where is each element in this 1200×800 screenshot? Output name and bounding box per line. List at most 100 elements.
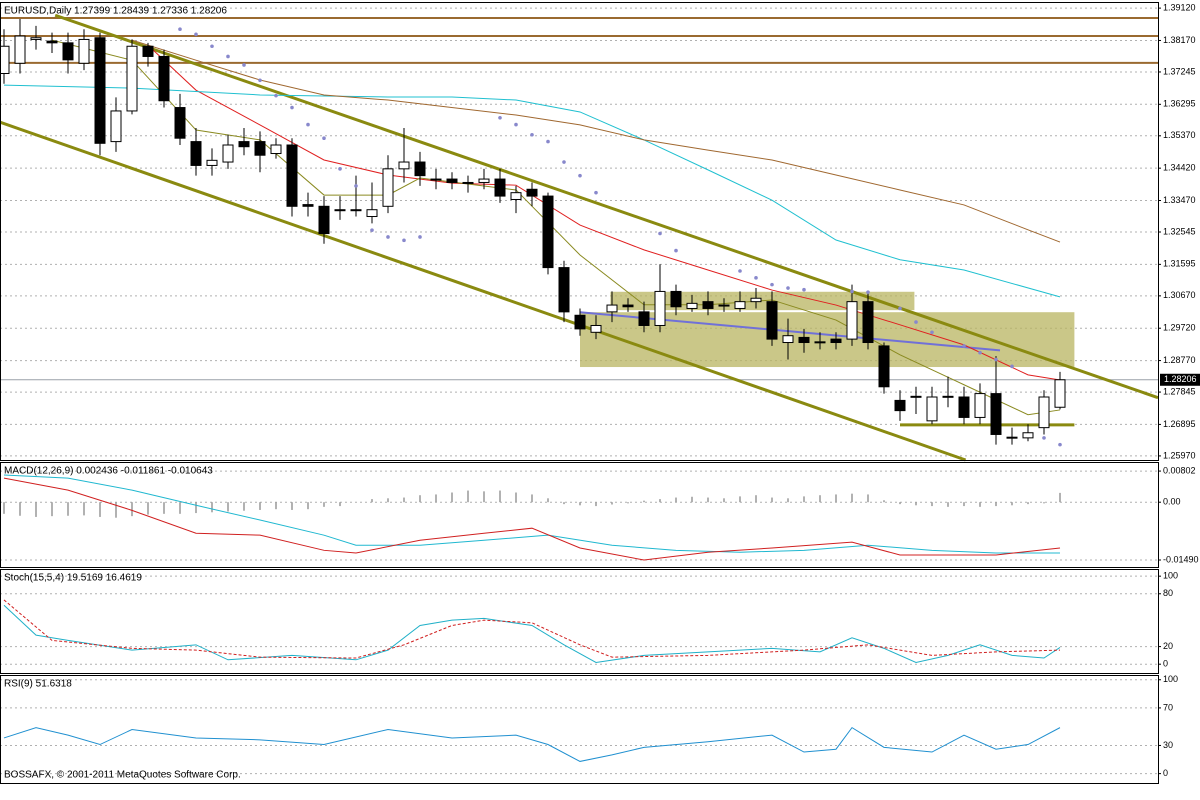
sar-dot [546,139,550,144]
sar-dot [962,344,966,348]
candle-body [494,178,506,197]
sar-dot [498,115,502,120]
candle-body [238,141,250,148]
trend-line [54,13,1159,400]
candle-body [174,107,186,139]
candle-body [254,141,266,156]
y-tick-label: 1.25970 [1163,450,1196,460]
y-tick-label: 1.33470 [1163,195,1196,205]
candle-body [606,304,618,313]
y-tick-label: 80 [1163,588,1173,598]
sar-dot [242,63,246,67]
y-tick-label: 20 [1163,641,1173,651]
sar-dot [738,269,742,273]
sar-dot [322,136,326,140]
candle-body [702,301,714,309]
candle-body [718,304,730,307]
candle-body [510,192,522,200]
y-tick-label: 1.31595 [1163,259,1196,269]
sar-dot [674,248,678,253]
candle-body [622,304,634,308]
sar-dot [850,289,854,294]
candle-body [30,37,42,40]
sar-dot [978,350,982,355]
sar-dot [754,276,758,280]
y-tick-label: 1.30670 [1163,290,1196,300]
candle-body [78,38,90,64]
candle-body [654,290,666,326]
candle-body [334,209,346,212]
candle-body [158,55,170,102]
y-tick-label: 100 [1163,571,1178,581]
sar-dot [578,173,582,178]
candle-body [0,45,10,74]
stoch-line [3,604,1061,663]
macd-line [3,474,1060,554]
candle-body [318,205,330,235]
candle-body [542,195,554,269]
y-tick-label: 1.37245 [1163,66,1196,76]
candle-body [446,178,458,183]
sar-dot [594,190,598,195]
candle-body [1022,432,1034,439]
grid-layer [0,7,1158,775]
y-tick-label: 1.26895 [1163,419,1196,429]
candle-body [430,178,442,181]
y-tick-label: 0.00 [1163,497,1181,507]
candle-body [846,301,858,340]
sar-dot [418,235,422,239]
candle-body [750,297,762,303]
y-tick-label: 1.38170 [1163,35,1196,45]
last-price-tag [1160,373,1200,386]
candle-body [558,267,570,313]
sar-dot [178,27,182,32]
panel-title: RSI(9) 51.6318 [4,679,72,690]
candle-body [638,311,650,326]
y-tick-label: -0.01490 [1163,554,1199,564]
marks-layer [0,19,1066,762]
candle-body [766,301,778,340]
candle-body [686,302,698,309]
sar-dot [930,330,934,335]
candle-body [302,204,314,207]
zone [580,312,1075,368]
candle-body [1038,396,1050,429]
y-tick-label: 0 [1163,659,1168,669]
candle-body [894,399,906,412]
candle-body [350,209,362,212]
sar-dot [786,286,790,290]
candle-body [670,290,682,308]
candle-body [926,396,938,422]
candle-body [414,161,426,177]
sar-dot [226,54,230,59]
candle-body [94,37,106,144]
candle-body [878,345,890,388]
candle-body [974,393,986,418]
y-tick-label: 1.35370 [1163,130,1196,140]
macd-panel-frame [0,462,1159,568]
last-price-label: 1.28206 [1164,374,1197,384]
stoch-line [3,599,1061,659]
candle-body [398,161,410,170]
y-tick-label: 1.28770 [1163,355,1196,365]
sar-dot [866,290,870,294]
moving-average [131,39,1061,243]
rsi-line [3,726,1061,762]
sar-dot [402,238,406,243]
y-tick-label: 1.32545 [1163,226,1196,236]
candle-body [814,341,826,344]
copyright: BOSSAFX, © 2001-2011 MetaQuotes Software… [4,770,241,781]
sar-dot [562,160,566,164]
sar-dot [898,306,902,311]
candle-body [62,42,74,61]
candle-body [574,314,586,330]
trend-line [579,311,1001,352]
y-tick-label: 0.00802 [1163,465,1196,475]
sar-dot [1010,364,1014,369]
sar-dot [802,287,806,292]
sar-dot [194,32,198,37]
candle-body [1054,379,1066,408]
candle-body [526,188,538,197]
sar-dot [370,228,374,232]
